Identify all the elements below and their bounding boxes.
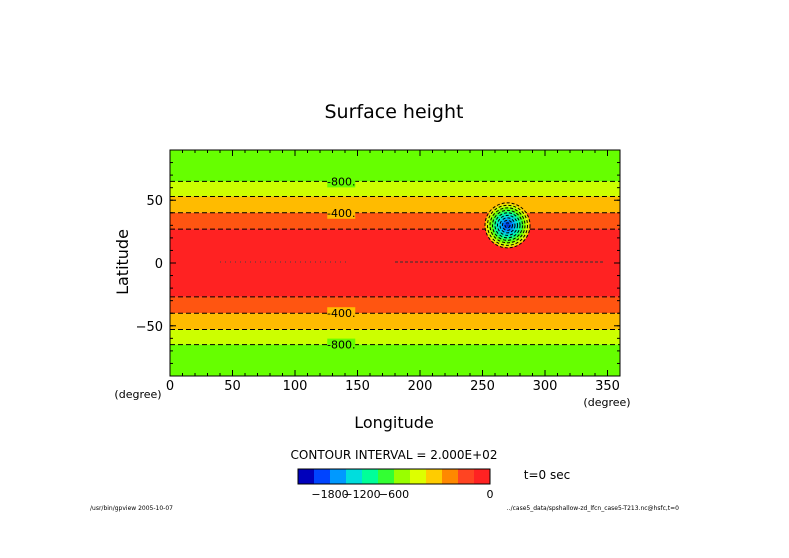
feature-contour xyxy=(494,212,521,239)
colorbar-swatch xyxy=(426,469,442,484)
feature-contour xyxy=(499,217,516,234)
band xyxy=(170,313,620,330)
contour-label: -400. xyxy=(327,207,355,220)
y-tick-label: −50 xyxy=(136,320,163,335)
colorbar-tick-label: −1200 xyxy=(343,488,380,501)
colorbar xyxy=(297,468,491,485)
feature-contour xyxy=(484,202,531,249)
band xyxy=(170,229,620,297)
contour-labels: -800. -400. -400. -800. xyxy=(327,175,356,352)
band xyxy=(170,150,620,182)
x-tick-label: 0 xyxy=(166,379,174,394)
feature-contour xyxy=(487,204,528,246)
colorbar-swatch xyxy=(474,469,490,484)
colorbar-swatch xyxy=(410,469,426,484)
y-axis-label: Latitude xyxy=(113,229,132,295)
footer-right: ../case5_data/spshallow-zd_lfcn_case5-T2… xyxy=(507,505,679,512)
contour-label: -800. xyxy=(327,175,355,188)
colorbar-tick-label: −1800 xyxy=(311,488,348,501)
x-tick-label: 150 xyxy=(345,379,370,394)
band xyxy=(170,296,620,314)
x-tick-label: 350 xyxy=(595,379,620,394)
depression-feature xyxy=(484,202,531,249)
colorbar-swatch xyxy=(458,469,474,484)
colorbar-swatch xyxy=(362,469,378,484)
colorbar-swatch xyxy=(314,469,330,484)
band xyxy=(170,329,620,345)
colorbar-tick-label: 0 xyxy=(487,488,494,501)
colorbar-swatch xyxy=(394,469,410,484)
colorbar-swatch xyxy=(378,469,394,484)
colorbar-swatch xyxy=(442,469,458,484)
x-tick-label: 50 xyxy=(224,379,241,394)
colorbar-frame xyxy=(297,468,491,485)
contour-interval-label: CONTOUR INTERVAL = 2.000E+02 xyxy=(291,448,498,462)
y-tick-label: 0 xyxy=(155,257,163,272)
feature-contour xyxy=(497,214,518,236)
band xyxy=(170,344,620,376)
contour-label-bg xyxy=(327,307,356,320)
feature-contour xyxy=(502,219,513,231)
x-tick-labels: 0 50 100 150 200 250 300 350 xyxy=(166,379,620,394)
x-tick-label: 250 xyxy=(470,379,495,394)
x-axis-label: Longitude xyxy=(354,413,434,432)
time-label: t=0 sec xyxy=(524,468,570,482)
feature-fill xyxy=(485,202,530,248)
y-tick-labels: 50 0 −50 xyxy=(136,194,163,335)
contour-label: -400. xyxy=(327,307,355,320)
contour-label-bg xyxy=(327,206,356,219)
contour-label: -800. xyxy=(327,339,355,352)
chart-title: Surface height xyxy=(325,101,464,123)
colorbar-tick-label: −600 xyxy=(379,488,409,501)
x-tick-label: 300 xyxy=(533,379,558,394)
feature-contour xyxy=(504,222,511,229)
feature-contour xyxy=(492,209,523,241)
latitude-bands xyxy=(170,150,620,376)
y-tick-label: 50 xyxy=(146,194,163,209)
colorbar-swatch xyxy=(346,469,362,484)
colorbar-swatch xyxy=(298,469,314,484)
colorbar-swatch xyxy=(330,469,346,484)
colorbar-labels: −1800−1200−600 0 xyxy=(311,488,493,501)
contour-label-bg xyxy=(327,338,356,351)
x-tick-label: 200 xyxy=(408,379,433,394)
y-unit-label: (degree) xyxy=(114,388,161,401)
x-unit-label: (degree) xyxy=(583,396,630,409)
band xyxy=(170,212,620,230)
x-tick-label: 100 xyxy=(283,379,308,394)
contour-label-bg xyxy=(327,175,356,188)
footer-left: /usr/bin/gpview 2005-10-07 xyxy=(90,505,173,512)
feature-contour xyxy=(489,207,526,244)
axis-ticks xyxy=(169,149,621,377)
band xyxy=(170,196,620,213)
band xyxy=(170,181,620,197)
contour-lines xyxy=(170,180,620,346)
